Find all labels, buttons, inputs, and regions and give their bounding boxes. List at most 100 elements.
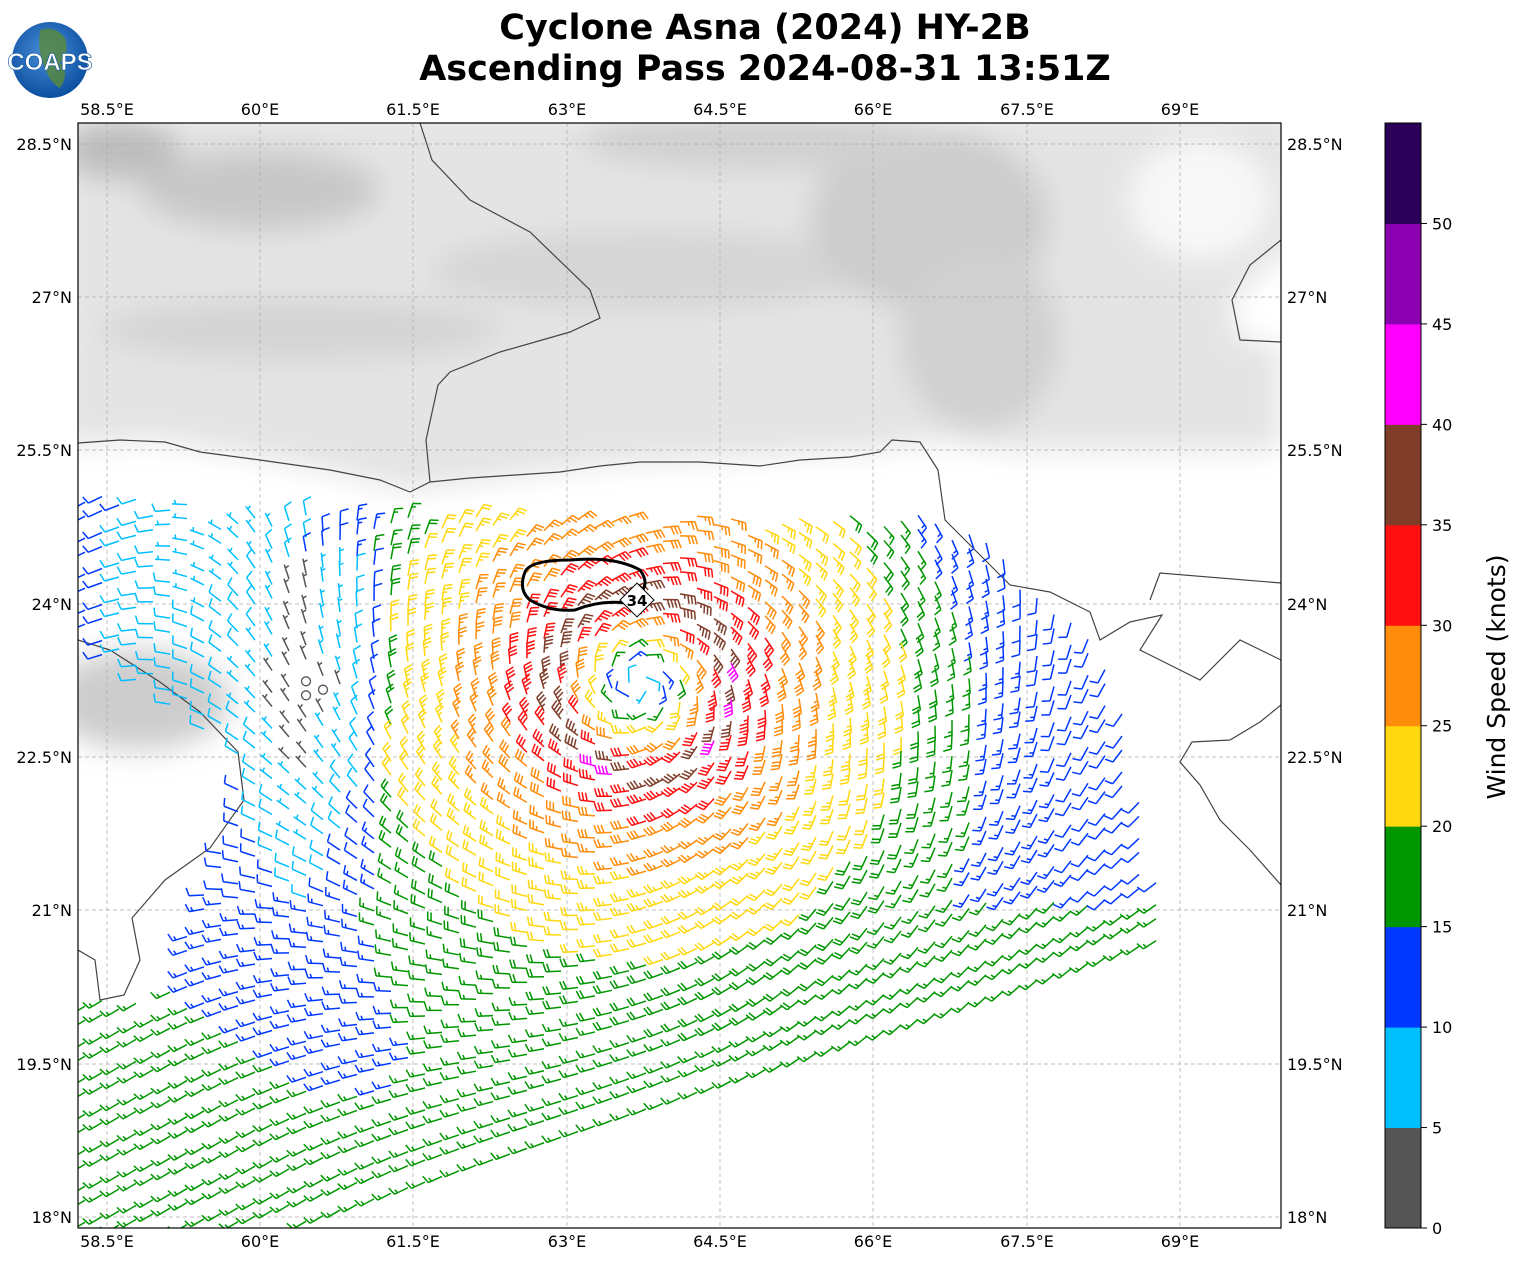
wind-barb-icon [189, 526, 205, 536]
wind-barb-icon [1027, 619, 1038, 638]
wind-barb-icon [190, 561, 205, 572]
wind-barb-icon [565, 718, 579, 737]
wind-barb-icon [458, 544, 473, 560]
wind-barb-icon [764, 579, 778, 597]
wind-barb-icon [611, 709, 630, 720]
wind-barb-icon [900, 520, 911, 541]
wind-barb-icon [373, 547, 384, 565]
wind-barb-icon [208, 598, 222, 616]
wind-barb-icon [934, 595, 942, 616]
wind-barb-icon [509, 598, 523, 615]
wind-barb-icon [575, 658, 585, 678]
wind-barb-icon [245, 540, 256, 555]
wind-barb-icon [866, 617, 876, 638]
wind-barb-icon [223, 774, 239, 791]
wind-barb-icon [628, 638, 649, 648]
wind-barb-icon [730, 648, 741, 669]
wind-barb-icon [798, 554, 812, 572]
wind-barb-icon [282, 614, 290, 630]
wind-barb-icon [458, 557, 472, 574]
wind-barb-icon [352, 658, 361, 679]
lat-tick-left: 18°N [32, 1208, 72, 1227]
wind-barb-icon [240, 805, 256, 821]
wind-barb-icon [407, 572, 419, 590]
wind-barb-icon [539, 669, 550, 689]
wind-barb-icon [981, 564, 991, 585]
wind-barb-icon [610, 761, 630, 772]
wind-barb-icon [264, 528, 273, 549]
wind-barb-icon [334, 655, 341, 671]
wind-barb-icon [815, 526, 830, 544]
wind-barb-icon [338, 547, 344, 563]
title-line-1: Cyclone Asna (2024) HY-2B [499, 8, 1031, 48]
wind-barb-icon [283, 501, 292, 522]
wind-barb-icon [950, 589, 958, 610]
wind-barb-icon [153, 693, 171, 705]
wind-barb-icon [236, 905, 256, 915]
wind-barb-icon [82, 531, 103, 540]
wind-barb-icon [82, 495, 103, 504]
wind-barb-icon [662, 648, 678, 663]
wind-barb-icon [258, 798, 273, 816]
wind-barb-icon [815, 634, 825, 655]
wind-barb-icon [264, 606, 273, 621]
wind-barb-icon [172, 649, 188, 664]
wind-barb-icon [832, 614, 842, 635]
wind-barb-icon [496, 791, 511, 809]
lon-tick-bottom: 69°E [1161, 1232, 1199, 1251]
wind-barb-icon [240, 828, 256, 843]
wind-barb-icon [331, 728, 341, 743]
wind-barb-icon [347, 753, 358, 773]
wind-barb-icon [458, 522, 474, 538]
wind-barb-icon [320, 552, 326, 568]
wind-barb-icon [467, 713, 477, 734]
wind-barb-icon [611, 585, 632, 597]
lon-tick-bottom: 67.5°E [1000, 1232, 1054, 1251]
wind-barb-icon [661, 751, 681, 764]
wind-barb-icon [417, 708, 427, 729]
wind-barb-icon [662, 737, 681, 751]
wind-barb-icon [730, 626, 743, 646]
wind-barb-icon [526, 537, 544, 551]
wind-barb-icon [713, 618, 728, 636]
wind-barb-icon [264, 512, 273, 527]
wind-barb-icon [207, 707, 222, 724]
colorbar-tick: 30 [1432, 616, 1452, 635]
wind-barb-icon [360, 858, 375, 876]
wind-barb-icon [720, 720, 732, 739]
wind-barb-icon [154, 541, 171, 547]
wind-barb-icon [951, 553, 959, 574]
wind-barb-icon [551, 699, 564, 720]
wind-barb-icon [299, 645, 307, 660]
wind-barb-icon [276, 798, 290, 810]
wind-barb-icon [257, 836, 273, 852]
wind-barb-icon [781, 559, 796, 577]
wind-barb-icon [429, 812, 443, 831]
lat-tick-left: 27°N [32, 288, 72, 307]
wind-barb-icon [412, 818, 426, 837]
wind-barb-icon [134, 545, 154, 554]
wind-barb-icon [536, 691, 547, 712]
wind-barb-icon [662, 612, 681, 623]
wind-barb-icon [832, 578, 844, 599]
wind-barb-icon [563, 757, 579, 773]
wind-barb-icon [849, 551, 862, 570]
wind-barb-icon [628, 547, 649, 558]
wind-barb-icon [543, 635, 554, 653]
wind-barb-icon [208, 554, 222, 566]
wind-barb-icon [244, 649, 256, 663]
wind-barb-icon [881, 648, 891, 669]
wind-barb-icon [329, 773, 341, 793]
wind-barb-icon [441, 513, 457, 529]
wind-barb-icon [560, 528, 580, 540]
colorbar-tick: 15 [1432, 918, 1452, 937]
colorbar-segment [1385, 926, 1421, 1028]
wind-barb-icon [373, 582, 383, 601]
wind-barb-icon [308, 877, 324, 893]
wind-barb-icon [696, 601, 712, 616]
wind-barb-icon [587, 674, 597, 695]
wind-barb-icon [226, 613, 239, 633]
wind-barb-icon [699, 740, 715, 756]
wind-barb-icon [440, 631, 450, 651]
wind-barb-icon [441, 562, 455, 579]
